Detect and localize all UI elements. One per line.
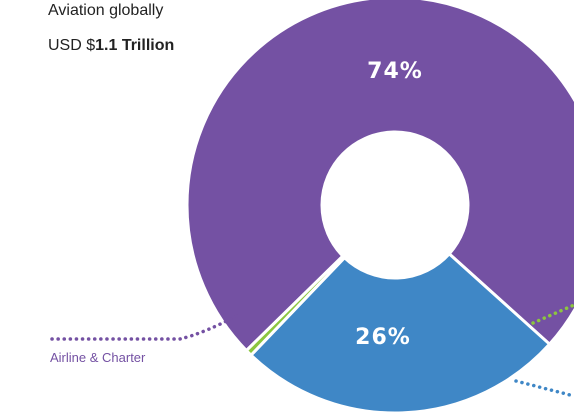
leader-line-blue-slice	[514, 379, 574, 398]
leader-line-small-slice	[531, 303, 574, 325]
currency-prefix: USD $	[48, 37, 96, 54]
chart-title-line2: USD $1.1 Trillion	[48, 36, 174, 56]
slice-airline-charter-74	[185, 0, 574, 353]
slice-small	[244, 254, 346, 357]
category-label-airline-charter: Airline & Charter	[50, 350, 146, 365]
data-label-1: 26%	[355, 325, 411, 350]
slice-airline-charter-26	[249, 252, 552, 413]
leader-line-airline-charter	[50, 312, 242, 341]
data-label-0: 74%	[367, 59, 423, 84]
chart-title-line1: Aviation globally	[48, 2, 164, 19]
total-value: 1.1 Trillion	[95, 37, 175, 54]
